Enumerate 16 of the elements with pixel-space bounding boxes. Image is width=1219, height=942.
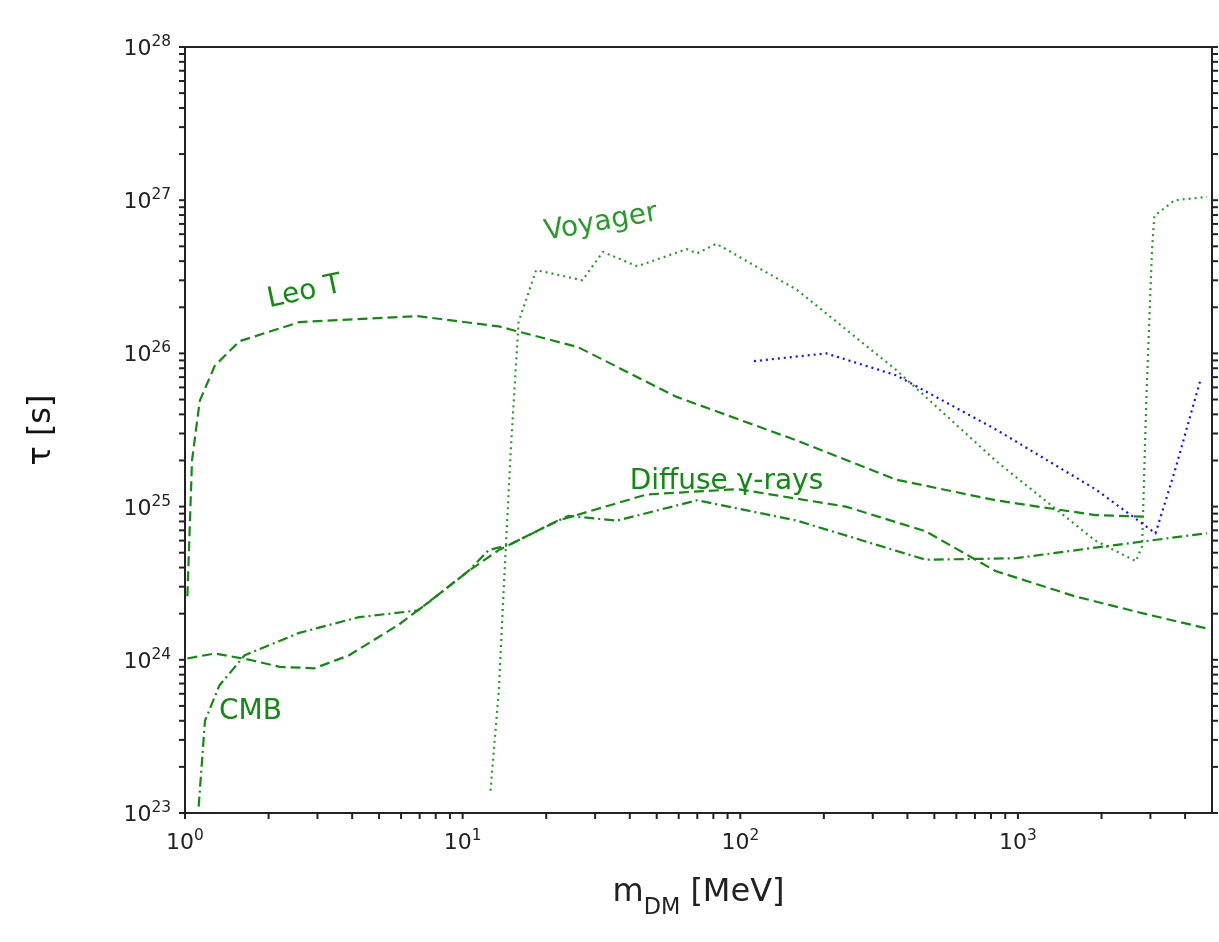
x-tick-label: 10$^{1}$ (443, 826, 482, 854)
x-tick-label: 10$^{2}$ (721, 826, 760, 854)
text: Voyager (541, 194, 661, 247)
x-axis-title: m$_{DM}$ [MeV] (612, 871, 785, 919)
y-tick-label: 10$^{26}$ (123, 338, 171, 367)
text: Leo T (263, 265, 346, 314)
y-tick-label: 10$^{24}$ (123, 644, 171, 673)
x-tick-label: 10$^{0}$ (166, 826, 204, 854)
x-tick-label: 10$^{3}$ (999, 826, 1037, 854)
series-label: CMB (218, 692, 282, 726)
series-label: Diffuse γ-rays (629, 463, 824, 497)
y-tick-label: 10$^{27}$ (123, 185, 171, 214)
y-tick-label: 10$^{25}$ (123, 491, 171, 520)
y-tick-label: 10$^{28}$ (123, 32, 171, 60)
y-axis-title: τ [s] (20, 394, 58, 466)
y-tick-label: 10$^{23}$ (123, 798, 171, 826)
